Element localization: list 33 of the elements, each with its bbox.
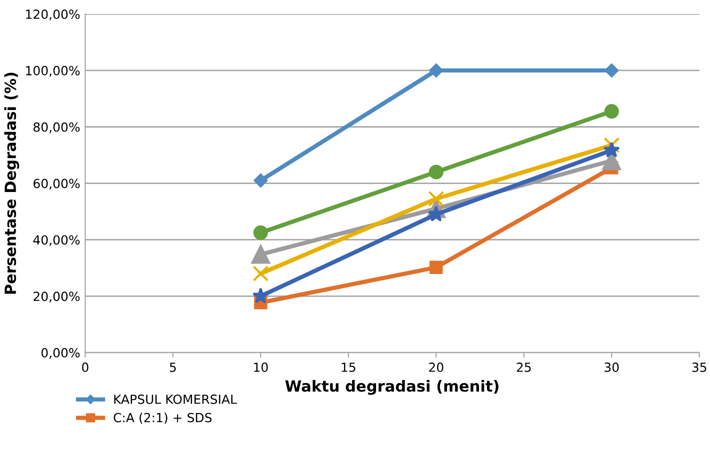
point: [253, 225, 268, 240]
x-tick-label: 35: [692, 362, 706, 372]
x-tick-label: 30: [604, 362, 619, 372]
point: [254, 174, 268, 188]
y-tick-label: 100,00%: [26, 66, 80, 77]
point: [604, 64, 619, 78]
point: [604, 137, 620, 154]
y-tick-label: 80,00%: [34, 122, 80, 134]
y-tick-label: 0,00%: [41, 348, 80, 359]
y-tick-label: 40,00%: [33, 235, 80, 246]
point: [603, 142, 620, 158]
x-tick-label: 20: [429, 362, 444, 372]
point: [604, 104, 619, 119]
legend-label: KAPSUL KOMERSIAL: [114, 394, 237, 404]
y-axis-title: Persentase Degradasi (%): [4, 72, 20, 294]
point: [429, 64, 444, 78]
point: [251, 245, 270, 264]
point: [428, 190, 444, 207]
x-tick-label: 15: [342, 362, 356, 372]
point: [252, 287, 269, 304]
point: [428, 164, 444, 180]
x-tick-label: 0: [82, 362, 88, 372]
y-tick-label: 20,00%: [34, 292, 80, 302]
x-tick-label: 10: [254, 362, 268, 372]
x-tick-label: 5: [170, 362, 176, 372]
legend-label: C:A (2:1) + SDS: [114, 412, 212, 424]
point: [252, 266, 269, 282]
x-tick-label: 25: [516, 362, 531, 372]
y-tick-label: 60,00%: [34, 178, 80, 190]
y-tick-label: 120,00%: [26, 9, 80, 20]
point: [428, 206, 444, 222]
x-axis-title: Waktu degradasi (menit): [285, 380, 498, 395]
point: [430, 260, 443, 274]
